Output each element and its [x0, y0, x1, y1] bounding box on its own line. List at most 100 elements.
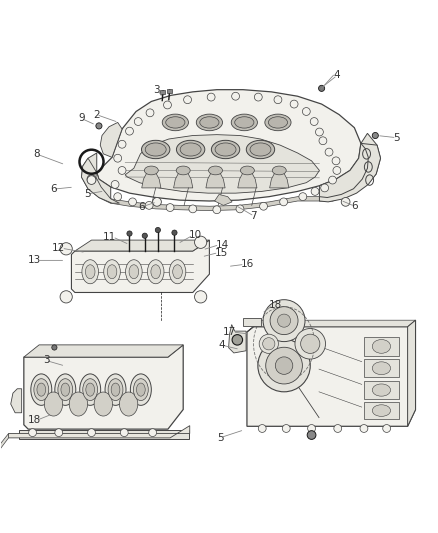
- Text: 10: 10: [189, 230, 202, 240]
- Ellipse shape: [58, 379, 73, 400]
- Circle shape: [134, 118, 142, 125]
- Circle shape: [328, 176, 336, 184]
- Polygon shape: [97, 90, 361, 201]
- Polygon shape: [215, 195, 232, 205]
- Polygon shape: [364, 359, 399, 377]
- Ellipse shape: [246, 140, 275, 159]
- Ellipse shape: [145, 143, 166, 156]
- Circle shape: [142, 233, 148, 238]
- Circle shape: [270, 306, 298, 335]
- Circle shape: [307, 425, 315, 432]
- Circle shape: [283, 425, 290, 432]
- Circle shape: [280, 198, 288, 206]
- Polygon shape: [408, 320, 416, 426]
- Circle shape: [310, 118, 318, 125]
- Polygon shape: [173, 171, 193, 188]
- Text: 4: 4: [333, 70, 340, 80]
- Circle shape: [318, 85, 325, 92]
- Ellipse shape: [44, 392, 63, 416]
- Circle shape: [321, 184, 328, 192]
- Ellipse shape: [145, 166, 158, 175]
- Text: 12: 12: [52, 243, 65, 253]
- Text: 14: 14: [215, 240, 229, 249]
- Circle shape: [213, 206, 221, 214]
- Ellipse shape: [85, 265, 95, 279]
- Circle shape: [146, 109, 154, 117]
- Ellipse shape: [111, 383, 120, 396]
- Ellipse shape: [372, 384, 391, 396]
- Circle shape: [96, 123, 102, 129]
- Polygon shape: [18, 430, 189, 439]
- Ellipse shape: [134, 379, 148, 400]
- Polygon shape: [24, 345, 183, 357]
- Circle shape: [274, 96, 282, 103]
- Polygon shape: [111, 197, 319, 211]
- Circle shape: [88, 429, 95, 437]
- Polygon shape: [100, 123, 122, 157]
- Text: 7: 7: [251, 211, 257, 221]
- Circle shape: [55, 429, 63, 437]
- Circle shape: [118, 166, 126, 174]
- Polygon shape: [270, 171, 289, 188]
- Circle shape: [114, 154, 122, 162]
- Circle shape: [263, 300, 305, 342]
- Circle shape: [129, 198, 137, 206]
- Ellipse shape: [212, 140, 240, 159]
- Circle shape: [172, 230, 177, 235]
- Polygon shape: [81, 158, 120, 203]
- Ellipse shape: [148, 260, 164, 284]
- Circle shape: [52, 345, 57, 350]
- Text: 11: 11: [103, 232, 117, 242]
- Text: 2: 2: [94, 110, 100, 119]
- Text: 6: 6: [351, 201, 357, 211]
- Ellipse shape: [200, 117, 219, 128]
- Polygon shape: [71, 240, 209, 293]
- Ellipse shape: [137, 383, 145, 396]
- Bar: [243, 318, 261, 326]
- Circle shape: [372, 133, 378, 139]
- Bar: [166, 89, 172, 93]
- Polygon shape: [0, 433, 9, 455]
- Circle shape: [334, 425, 342, 432]
- Polygon shape: [229, 325, 246, 353]
- Circle shape: [315, 128, 323, 136]
- Circle shape: [189, 205, 197, 213]
- Ellipse shape: [196, 114, 223, 131]
- Circle shape: [307, 431, 316, 439]
- Circle shape: [299, 193, 307, 200]
- Text: 13: 13: [28, 255, 41, 265]
- Polygon shape: [125, 135, 319, 193]
- Circle shape: [258, 425, 266, 432]
- Ellipse shape: [34, 379, 49, 400]
- Ellipse shape: [372, 362, 391, 375]
- Circle shape: [207, 93, 215, 101]
- Circle shape: [155, 228, 160, 233]
- Text: 18: 18: [269, 300, 283, 310]
- Ellipse shape: [176, 166, 190, 175]
- Circle shape: [184, 96, 191, 103]
- Ellipse shape: [250, 143, 271, 156]
- Circle shape: [333, 166, 341, 174]
- Circle shape: [145, 201, 153, 209]
- Ellipse shape: [208, 166, 223, 175]
- Polygon shape: [11, 389, 21, 413]
- Circle shape: [114, 193, 122, 200]
- Circle shape: [332, 157, 340, 165]
- Ellipse shape: [94, 392, 113, 416]
- Text: 3: 3: [43, 356, 49, 365]
- Circle shape: [254, 93, 262, 101]
- Circle shape: [232, 335, 243, 345]
- Ellipse shape: [235, 117, 254, 128]
- Circle shape: [60, 243, 72, 255]
- Ellipse shape: [231, 114, 258, 131]
- Text: 16: 16: [241, 260, 254, 269]
- Text: 8: 8: [33, 149, 40, 159]
- Polygon shape: [75, 240, 209, 251]
- Polygon shape: [142, 171, 161, 188]
- Ellipse shape: [177, 140, 205, 159]
- Polygon shape: [319, 133, 381, 201]
- Polygon shape: [206, 171, 225, 188]
- Circle shape: [319, 137, 327, 144]
- Ellipse shape: [166, 117, 185, 128]
- Ellipse shape: [372, 405, 391, 416]
